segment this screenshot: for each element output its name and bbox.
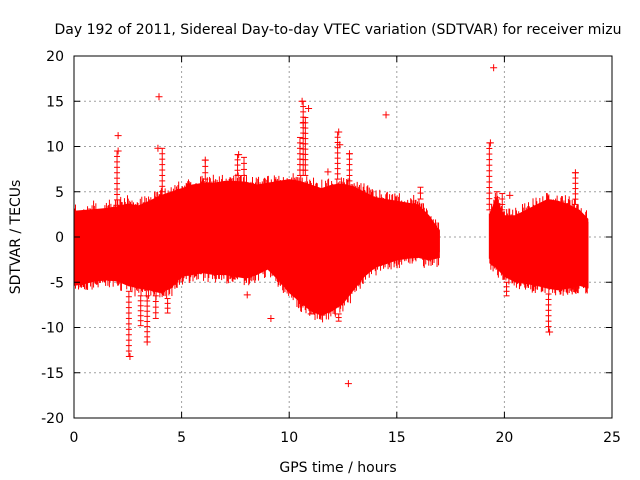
y-tick-label: 15 [46, 94, 64, 110]
y-axis-label: SDTVAR / TECUs [8, 180, 24, 295]
x-tick-label: 10 [280, 430, 298, 446]
y-tick-label: 5 [55, 185, 64, 201]
x-axis-label: GPS time / hours [279, 460, 396, 476]
outlier-point [382, 111, 390, 119]
outlier-point [126, 352, 134, 360]
x-tick-label: 15 [388, 430, 406, 446]
outlier-point [571, 169, 579, 177]
y-tick-label: -15 [41, 366, 64, 382]
outlier-point [299, 119, 307, 127]
outlier-point [324, 168, 332, 176]
outlier-point [155, 93, 163, 101]
outlier-point [546, 328, 554, 336]
chart-title: Day 192 of 2011, Sidereal Day-to-day VTE… [55, 22, 622, 38]
outlier-point [490, 64, 498, 72]
outlier-point [344, 380, 352, 388]
outlier-point [114, 147, 122, 155]
outlier-point [345, 150, 353, 158]
outlier-point [335, 128, 343, 136]
outlier-point [298, 97, 306, 105]
outlier-point [305, 104, 313, 112]
y-tick-label: 20 [46, 49, 64, 65]
x-tick-label: 25 [603, 430, 621, 446]
x-tick-label: 20 [495, 430, 513, 446]
axis-ticks: 0 5 10 15 20 25 -20 -15 -10 -5 0 5 10 15 20 [41, 49, 621, 446]
outlier-point [336, 141, 344, 149]
y-tick-label: -10 [41, 321, 64, 337]
x-tick-label: 5 [177, 430, 186, 446]
x-tick-label: 0 [70, 430, 79, 446]
outlier-point [235, 151, 243, 159]
outlier-point [243, 291, 251, 299]
outlier-point [114, 132, 122, 140]
outlier-point [154, 144, 162, 152]
outlier-point [506, 191, 514, 199]
outlier-point [201, 156, 209, 164]
y-tick-label: 0 [55, 230, 64, 246]
y-tick-label: 10 [46, 140, 64, 156]
y-tick-label: -5 [50, 275, 64, 291]
data-layer [73, 64, 589, 388]
outlier-point [267, 314, 275, 322]
outlier-point [486, 139, 494, 147]
outlier-point [143, 338, 151, 346]
y-tick-label: -20 [41, 411, 64, 427]
